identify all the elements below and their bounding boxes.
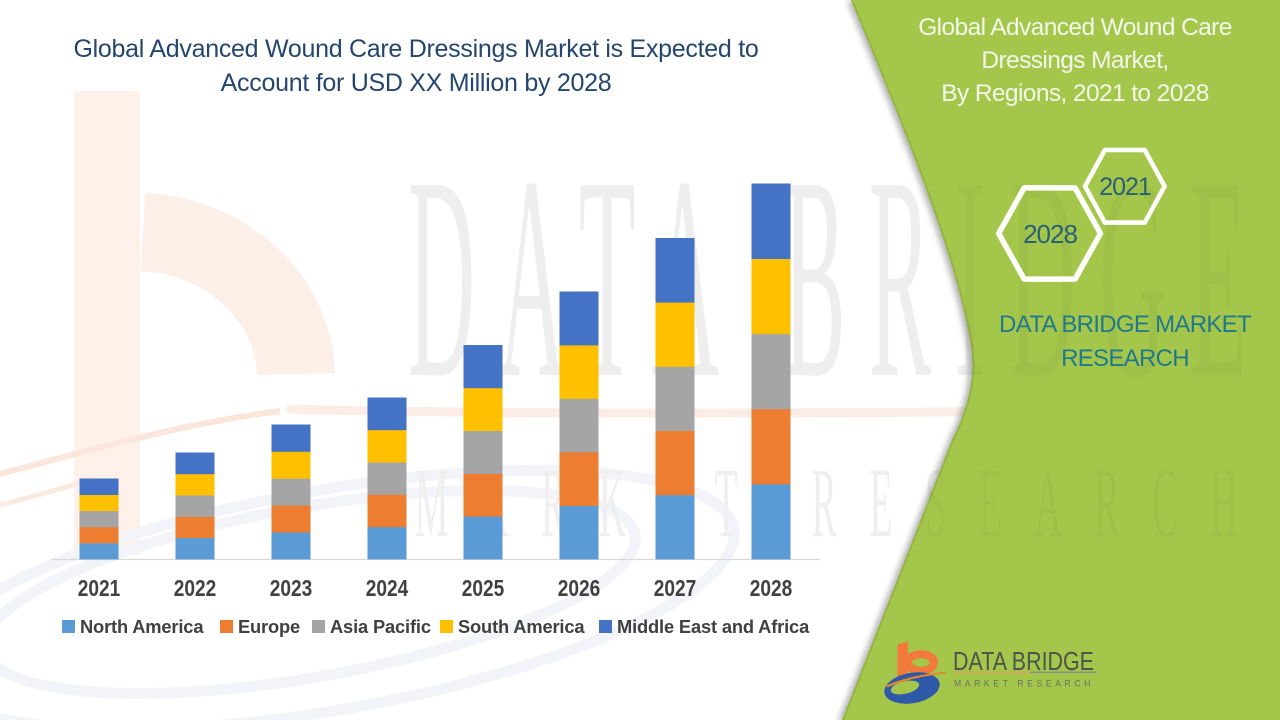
svg-text:MARKET RESEARCH: MARKET RESEARCH (954, 679, 1094, 690)
svg-text:DATA BRIDGE: DATA BRIDGE (408, 117, 1270, 438)
svg-text:DATA BRIDGE: DATA BRIDGE (953, 646, 1094, 676)
svg-text:MARKET RESEARCH: MARKET RESEARCH (415, 447, 1270, 558)
